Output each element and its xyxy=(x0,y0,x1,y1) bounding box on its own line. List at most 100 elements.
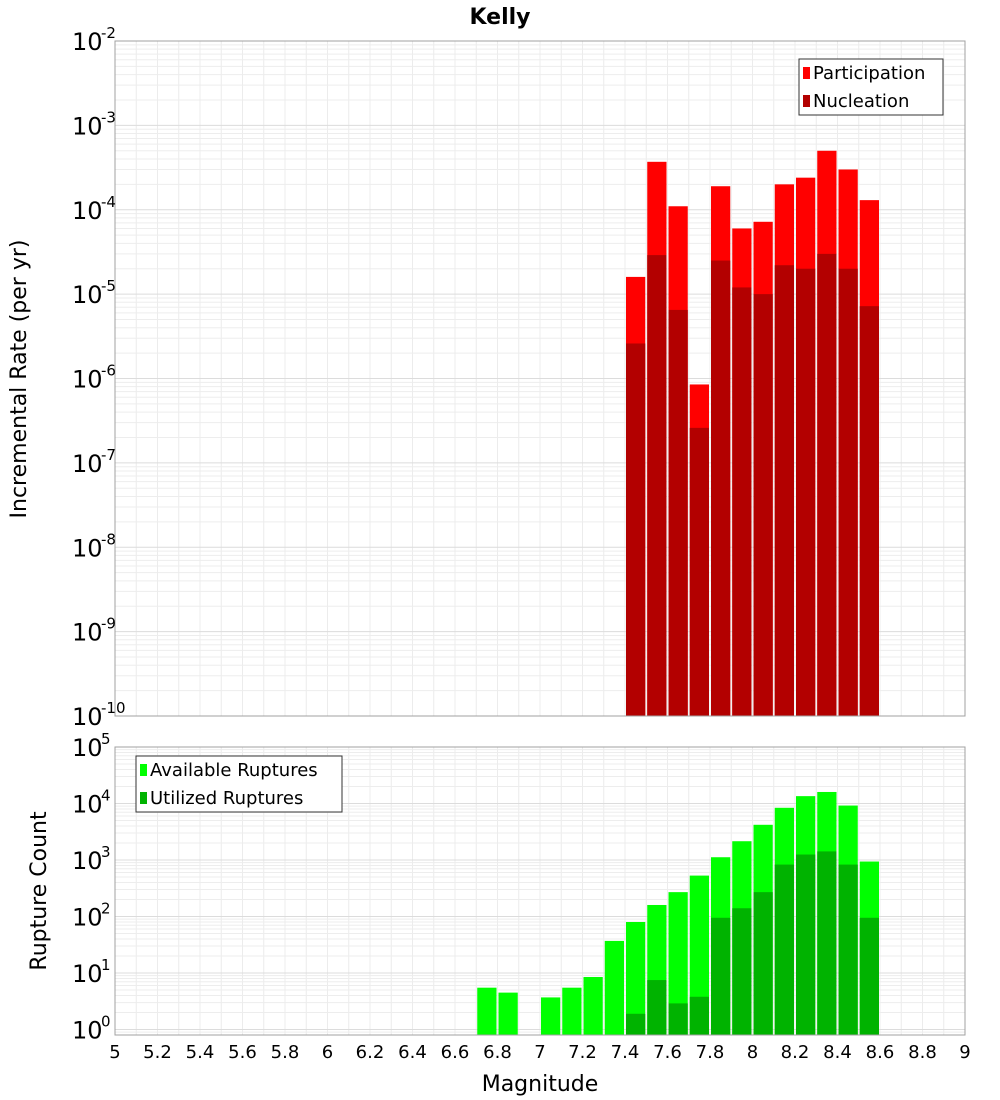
x-tick-label: 8.8 xyxy=(908,1042,937,1063)
bar-primary-6.85 xyxy=(498,992,518,1035)
bar-secondary-7.95 xyxy=(732,908,752,1035)
chart-panel-1: 10-210-310-410-510-610-710-810-910-10Inc… xyxy=(7,24,966,731)
legend-swatch xyxy=(140,792,147,804)
bar-secondary-8.25 xyxy=(796,854,816,1035)
y-tick-label: 10 xyxy=(72,197,103,225)
y-tick-label: 10 xyxy=(72,791,103,819)
x-axis-label: Magnitude xyxy=(482,1072,599,1097)
bar-primary-7.65 xyxy=(668,892,688,1035)
bar-primary-7.05 xyxy=(541,997,561,1035)
y-tick-exponent: 2 xyxy=(101,900,111,918)
bar-secondary-7.85 xyxy=(711,260,731,716)
legend-entry: Utilized Ruptures xyxy=(150,788,303,809)
bar-secondary-7.55 xyxy=(647,255,667,716)
y-tick-label: 10 xyxy=(72,960,103,988)
y-tick-label: 10 xyxy=(72,904,103,932)
x-tick-label: 5.4 xyxy=(186,1042,215,1063)
y-tick-label: 10 xyxy=(72,28,103,56)
y-tick-exponent: -8 xyxy=(101,530,116,548)
bar-primary-6.75 xyxy=(477,987,497,1035)
y-tick-label: 10 xyxy=(72,366,103,394)
bar-secondary-7.85 xyxy=(711,917,731,1035)
x-tick-label: 6.6 xyxy=(441,1042,470,1063)
bar-secondary-8.55 xyxy=(859,306,879,716)
x-tick-label: 5.8 xyxy=(271,1042,300,1063)
plot-frame xyxy=(114,40,966,717)
bar-secondary-8.15 xyxy=(774,265,794,716)
y-tick-exponent: 0 xyxy=(101,1013,111,1031)
x-tick-label: 6 xyxy=(322,1042,333,1063)
bar-primary-7.75 xyxy=(689,875,709,1035)
y-tick-label: 10 xyxy=(72,703,103,731)
y-tick-exponent: -4 xyxy=(101,193,116,211)
legend-entry: Available Ruptures xyxy=(150,760,318,781)
bar-primary-7.15 xyxy=(562,987,582,1035)
legend-box xyxy=(135,755,343,813)
bar-secondary-7.45 xyxy=(626,343,646,716)
y-tick-exponent: -10 xyxy=(101,699,126,717)
y-tick-exponent: 3 xyxy=(101,843,111,861)
x-tick-label: 7 xyxy=(534,1042,545,1063)
y-tick-exponent: -2 xyxy=(101,24,116,42)
bar-secondary-8.35 xyxy=(817,851,837,1035)
bars xyxy=(626,150,879,717)
bar-secondary-8.25 xyxy=(796,268,816,716)
x-tick-label: 6.8 xyxy=(483,1042,512,1063)
x-tick-label: 7.6 xyxy=(653,1042,682,1063)
legend-entry: Participation xyxy=(813,63,925,84)
y-tick-label: 10 xyxy=(72,1017,103,1045)
bar-secondary-8.45 xyxy=(838,268,858,716)
bar-primary-7.45 xyxy=(626,921,646,1035)
bar-secondary-7.65 xyxy=(668,309,688,716)
x-tick-label: 8.2 xyxy=(781,1042,810,1063)
x-tick-label: 5 xyxy=(109,1042,120,1063)
bar-secondary-7.45 xyxy=(626,1013,646,1035)
x-tick-label: 8 xyxy=(747,1042,758,1063)
legend-swatch xyxy=(140,764,147,776)
bar-secondary-8.15 xyxy=(774,864,794,1035)
x-tick-label: 6.4 xyxy=(398,1042,427,1063)
chart-title: Kelly xyxy=(469,5,530,30)
legend-box xyxy=(798,58,944,116)
y-axis-label: Incremental Rate (per yr) xyxy=(7,240,32,519)
legend-swatch xyxy=(803,95,810,107)
bar-secondary-8.45 xyxy=(838,864,858,1035)
x-tick-label: 5.2 xyxy=(143,1042,172,1063)
legend-entry: Nucleation xyxy=(813,91,909,112)
plot-frame xyxy=(114,746,966,1036)
y-tick-label: 10 xyxy=(72,112,103,140)
x-tick-label: 5.6 xyxy=(228,1042,257,1063)
y-tick-exponent: -3 xyxy=(101,108,116,126)
bar-secondary-8.05 xyxy=(753,892,773,1035)
x-tick-label: 8.4 xyxy=(823,1042,852,1063)
y-tick-labels: 10-210-310-410-510-610-710-810-910-10 xyxy=(72,24,126,731)
y-tick-exponent: -6 xyxy=(101,362,116,380)
bar-primary-7.25 xyxy=(583,977,603,1035)
y-tick-label: 10 xyxy=(72,847,103,875)
bar-primary-7.35 xyxy=(604,940,624,1035)
y-tick-exponent: 5 xyxy=(101,730,111,748)
legend-swatch xyxy=(803,67,810,79)
bar-secondary-8.35 xyxy=(817,253,837,716)
y-tick-label: 10 xyxy=(72,734,103,762)
y-axis-label: Rupture Count xyxy=(27,811,52,971)
bar-secondary-8.05 xyxy=(753,294,773,716)
x-tick-label: 7.8 xyxy=(696,1042,725,1063)
bar-secondary-7.75 xyxy=(689,427,709,716)
bar-secondary-7.65 xyxy=(668,1003,688,1035)
x-tick-label: 6.2 xyxy=(356,1042,385,1063)
bar-secondary-7.55 xyxy=(647,980,667,1035)
y-tick-exponent: -7 xyxy=(101,446,116,464)
x-tick-label: 9 xyxy=(959,1042,970,1063)
y-tick-label: 10 xyxy=(72,534,103,562)
gridlines xyxy=(114,40,966,717)
bar-secondary-7.95 xyxy=(732,287,752,716)
y-tick-exponent: 1 xyxy=(101,956,111,974)
bars xyxy=(477,791,879,1035)
legend: Participation Nucleation xyxy=(798,58,944,116)
bar-secondary-8.55 xyxy=(859,917,879,1035)
